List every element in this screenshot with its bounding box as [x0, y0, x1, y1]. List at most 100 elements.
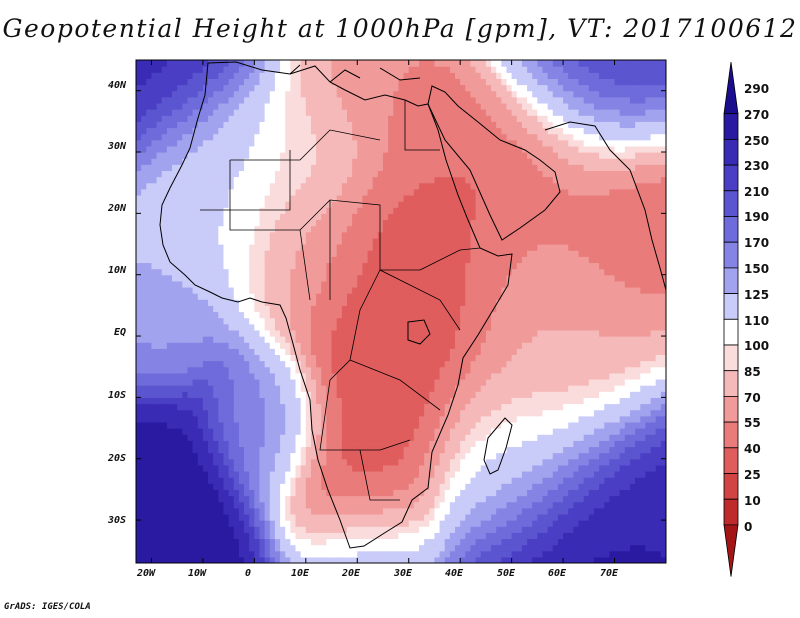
- field-cell: [202, 121, 209, 129]
- field-cell: [202, 250, 209, 257]
- field-cell: [177, 219, 183, 227]
- field-cell: [377, 268, 384, 276]
- field-cell: [382, 115, 389, 122]
- field-cell: [326, 207, 333, 214]
- field-cell: [141, 501, 147, 509]
- field-cell: [408, 72, 415, 79]
- field-cell: [357, 526, 364, 533]
- field-cell: [393, 556, 400, 563]
- field-cell: [295, 219, 302, 227]
- field-cell: [146, 121, 153, 129]
- field-cell: [290, 274, 297, 282]
- field-cell: [161, 237, 168, 245]
- field-cell: [316, 280, 322, 288]
- field-cell: [280, 139, 286, 147]
- field-cell: [413, 354, 420, 362]
- field-cell: [141, 470, 147, 478]
- field-cell: [419, 60, 425, 67]
- field-cell: [377, 170, 384, 178]
- field-cell: [300, 305, 307, 313]
- field-cell: [249, 78, 255, 86]
- field-cell: [346, 366, 353, 374]
- field-cell: [218, 348, 225, 356]
- field-cell: [408, 470, 415, 478]
- field-cell: [408, 520, 415, 527]
- field-cell: [336, 507, 343, 515]
- field-cell: [254, 256, 261, 264]
- field-cell: [141, 513, 147, 521]
- field-cell: [249, 213, 255, 221]
- field-cell: [254, 470, 261, 478]
- field-cell: [316, 219, 322, 227]
- field-cell: [408, 507, 415, 515]
- field-cell: [321, 495, 327, 503]
- field-cell: [259, 244, 266, 251]
- field-cell: [238, 90, 245, 98]
- field-cell: [413, 102, 420, 110]
- field-cell: [429, 219, 436, 227]
- field-cell: [141, 96, 147, 104]
- field-cell: [382, 293, 389, 300]
- field-cell: [197, 342, 204, 349]
- field-cell: [166, 403, 173, 411]
- field-cell: [429, 538, 436, 546]
- field-cell: [388, 164, 394, 172]
- field-cell: [367, 483, 374, 490]
- field-cell: [280, 507, 286, 515]
- field-cell: [177, 280, 183, 288]
- field-cell: [254, 532, 261, 540]
- field-cell: [295, 90, 302, 98]
- field-cell: [346, 213, 353, 221]
- field-cell: [264, 244, 271, 251]
- field-cell: [192, 520, 199, 527]
- field-cell: [151, 323, 158, 331]
- field-cell: [254, 452, 261, 460]
- field-cell: [249, 102, 255, 110]
- field-cell: [233, 489, 240, 497]
- field-cell: [182, 121, 189, 129]
- field-cell: [290, 121, 297, 129]
- field-cell: [434, 421, 441, 429]
- field-cell: [321, 164, 327, 172]
- field-cell: [305, 470, 312, 478]
- field-cell: [310, 127, 317, 135]
- field-cell: [382, 544, 389, 552]
- field-cell: [444, 231, 451, 239]
- field-cell: [310, 262, 317, 270]
- field-cell: [352, 495, 358, 503]
- field-cell: [244, 115, 250, 122]
- field-cell: [429, 194, 436, 202]
- field-cell: [398, 409, 405, 417]
- field-cell: [295, 348, 302, 356]
- field-cell: [321, 121, 327, 129]
- field-cell: [146, 262, 153, 270]
- field-cell: [403, 194, 410, 202]
- field-cell: [156, 440, 163, 448]
- field-cell: [398, 513, 405, 521]
- field-cell: [434, 90, 441, 98]
- field-cell: [367, 225, 374, 233]
- field-cell: [233, 483, 240, 490]
- field-cell: [166, 452, 173, 460]
- field-cell: [177, 293, 183, 300]
- field-cell: [444, 372, 451, 380]
- field-cell: [213, 293, 219, 300]
- field-cell: [372, 544, 379, 552]
- field-cell: [295, 397, 302, 405]
- field-cell: [182, 378, 189, 386]
- field-cell: [310, 244, 317, 251]
- field-cell: [156, 293, 163, 300]
- field-cell: [146, 409, 153, 417]
- field-cell: [439, 421, 446, 429]
- field-cell: [362, 145, 369, 153]
- field-cell: [228, 268, 235, 276]
- field-cell: [398, 538, 405, 546]
- field-cell: [367, 348, 374, 356]
- field-cell: [444, 556, 451, 563]
- field-cell: [244, 538, 250, 546]
- field-cell: [280, 90, 286, 98]
- field-cell: [172, 164, 178, 172]
- field-cell: [274, 464, 281, 472]
- field-cell: [336, 501, 343, 509]
- field-cell: [238, 323, 245, 331]
